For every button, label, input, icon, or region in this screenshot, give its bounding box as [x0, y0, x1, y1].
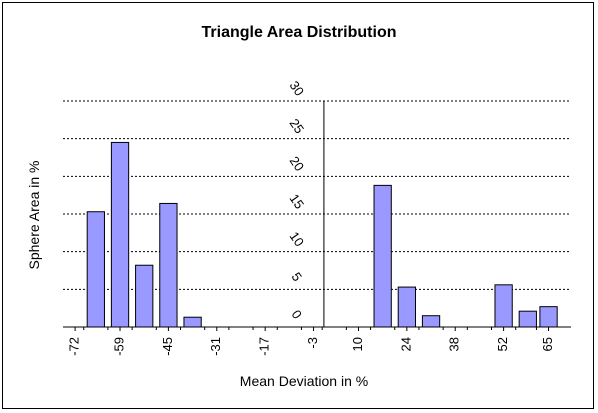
x-tick-labels: -72 -59 -45 -31 -17 -3 10 24 38 52 65: [67, 327, 555, 356]
x-axis-title: Mean Deviation in %: [240, 373, 368, 389]
y-tick-label: 5: [289, 269, 305, 284]
x-tick-label: -72: [67, 337, 82, 356]
bar: [110, 141, 130, 328]
bar: [539, 306, 558, 328]
x-tick-label: 65: [540, 337, 555, 351]
bar: [421, 315, 441, 328]
x-tick-label: 52: [495, 337, 510, 351]
y-tick-label: 10: [286, 229, 307, 249]
chart-title: Triangle Area Distribution: [202, 24, 397, 41]
y-axis-title: Sphere Area in %: [26, 161, 42, 270]
x-tick-label: -59: [111, 337, 126, 356]
y-tick-label: 0: [289, 307, 305, 322]
grid-lines: [63, 100, 571, 290]
bar: [86, 211, 105, 328]
y-tick-labels: 0 5 10 15 20 25 30: [286, 78, 307, 321]
x-tick-label: 24: [398, 337, 413, 351]
bar: [159, 202, 178, 328]
y-tick-label: 15: [286, 191, 307, 211]
y-tick-label: 25: [286, 116, 307, 136]
bar: [397, 286, 416, 328]
bar: [183, 316, 202, 328]
x-tick-label: -3: [305, 337, 320, 349]
bar: [135, 264, 154, 328]
x-tick-label: 10: [350, 337, 365, 351]
chart-frame: Triangle Area Distribution 0 5 10 15 20 25 30 …: [2, 2, 594, 409]
chart-svg: Triangle Area Distribution 051015202530 …: [26, 24, 571, 389]
bars: [86, 141, 558, 328]
x-tick-label: 38: [447, 337, 462, 351]
x-tick-label: -17: [257, 337, 272, 356]
bar: [373, 184, 392, 328]
y-tick-label: 30: [286, 78, 307, 98]
x-tick-label: -31: [208, 337, 223, 356]
y-tick-label: 20: [286, 153, 307, 173]
bar: [518, 310, 537, 328]
x-tick-label: -45: [160, 337, 175, 356]
bar: [494, 284, 513, 328]
axes: [63, 101, 571, 328]
